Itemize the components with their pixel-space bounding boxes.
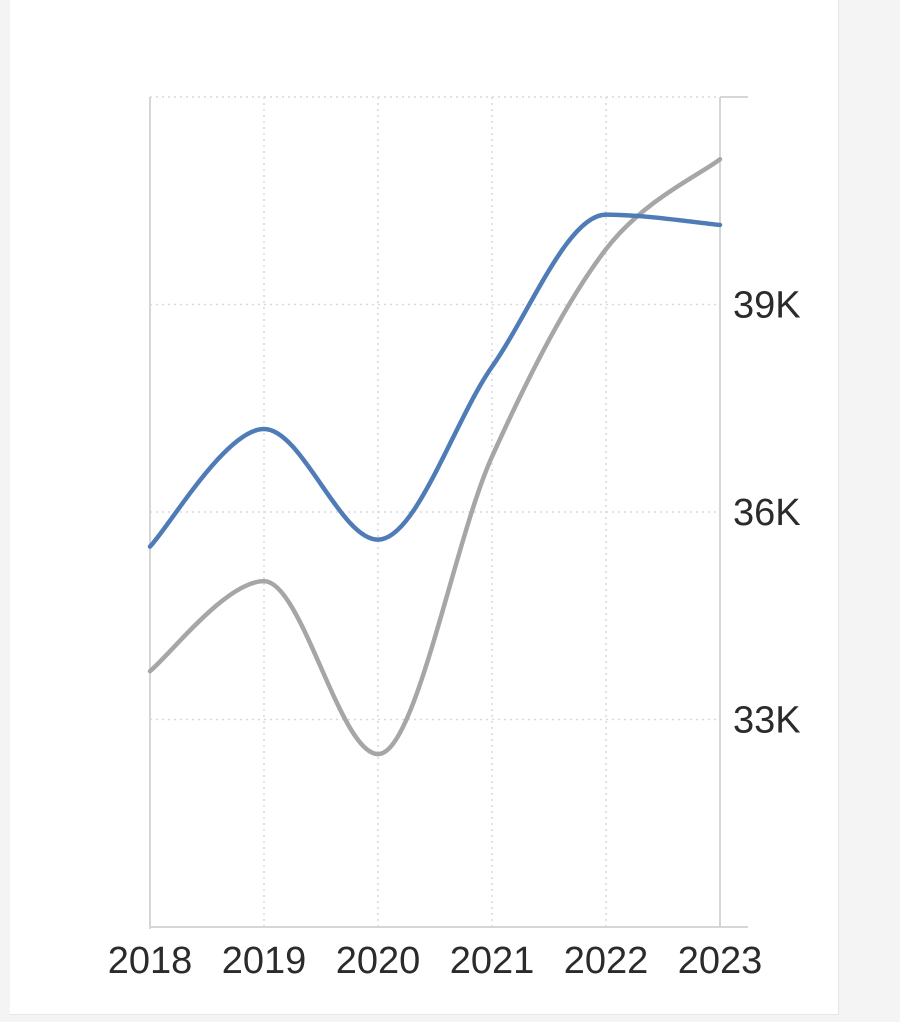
x-tick-label: 2018 [108, 940, 193, 982]
y-tick-label: 36K [733, 492, 801, 534]
chart-card [10, 0, 839, 1015]
x-tick-label: 2023 [678, 940, 763, 982]
series-line-1 [147, 212, 723, 549]
x-tick-label: 2021 [450, 940, 535, 982]
series-line-2 [147, 157, 723, 757]
axes [149, 96, 748, 929]
series-lines [147, 157, 723, 757]
y-tick-label: 39K [733, 285, 801, 327]
x-tick-label: 2022 [564, 940, 649, 982]
x-tick-labels: 2018 2019 2020 2021 2022 2023 [108, 940, 763, 982]
y-tick-labels: 33K 36K 39K [733, 285, 801, 742]
y-tick-label: 33K [733, 700, 801, 742]
x-tick-label: 2020 [336, 940, 421, 982]
x-tick-label: 2019 [222, 940, 307, 982]
